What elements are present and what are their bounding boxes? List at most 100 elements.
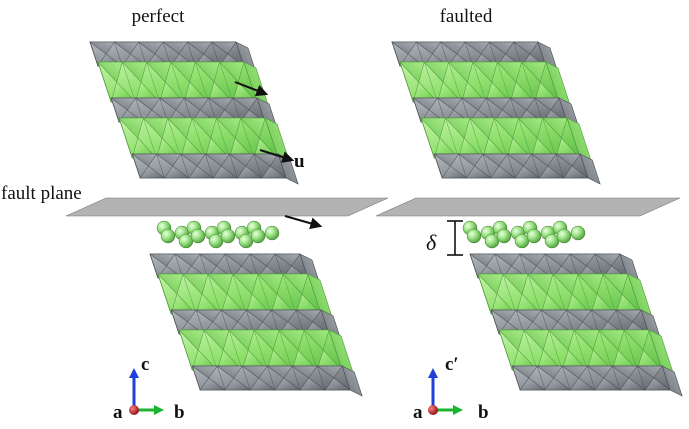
perfect-upper-layer-2-gray-facet-top [231, 97, 258, 111]
perfect-upper-layer-1-green-facet-top [218, 61, 245, 83]
faulted-upper-layer-3-green-edge [420, 117, 435, 159]
axes-left-a-dot [129, 405, 139, 415]
axis-c-label-left: c [141, 354, 149, 375]
faulted-interlayer-2-sphere [466, 228, 482, 244]
perfect-lower-layer-0-gray-facet-top [149, 253, 176, 267]
faulted-upper-layer-4-gray-edge [482, 153, 492, 179]
gap-delta-label: δ [426, 230, 437, 255]
perfect-lower-layer-4-gray-facet-bottom [224, 377, 252, 391]
faulted-interlayer-2-sphere [526, 228, 542, 244]
faulted-upper-layer-3-green-edge [542, 117, 557, 159]
perfect-upper-layer-3-green-edge [216, 117, 230, 159]
perfect-upper-layer-4-gray-facet-bottom [212, 165, 239, 179]
perfect-upper-layer-4-gray-facet-top [155, 153, 182, 167]
faulted-lower-layer-4-gray-facet-top [561, 365, 588, 379]
perfect-upper-layer-4-gray-edge [229, 153, 238, 179]
faulted-upper-layer-3-green-edge [469, 117, 484, 159]
perfect-lower-layer-4-gray-facet-bottom [199, 377, 227, 391]
displacement-arrow [284, 215, 323, 230]
axes-right-b-head [453, 405, 463, 415]
faulted-lower-layer-1-green-facet-top [552, 273, 579, 295]
perfect-lower-layer-0-gray-facet-top [174, 253, 201, 267]
perfect-lower-layer-4-gray-edge [191, 365, 201, 391]
faulted-lower-layer-1-green-facet-top [602, 273, 629, 295]
faulted-lower-layer-4-gray-facet-top [636, 365, 663, 379]
perfect-lower-layer-0-gray-edge [149, 253, 159, 279]
perfect-lower-layer-0-gray-facet-top [249, 253, 276, 267]
perfect-upper-layer-3-green-facet-top [142, 117, 169, 139]
perfect-upper-layer-2-gray-facet-top [207, 97, 234, 111]
faulted-upper-layer-1-green-edge [496, 61, 511, 103]
faulted-upper-layer-1-green-facet-top [399, 61, 425, 83]
faulted-upper-layer-3-green-facet-top [420, 117, 446, 139]
perfect-upper-layer-4-gray-facet-bottom [163, 165, 190, 179]
faulted-upper-layer-1-green-facet-top [496, 61, 522, 83]
perfect-lower-layer-3-green-facet-top [278, 329, 305, 351]
perfect-upper-layer-0-gray-facet-top [89, 41, 115, 55]
axes-left-b-head [154, 405, 164, 415]
faulted-upper-layer-1-green-facet-top [472, 61, 498, 83]
perfect-lower-layer-2-gray-facet-top [295, 309, 322, 323]
perfect-lower-layer-1-green-facet-top [207, 273, 234, 295]
faulted-upper-layer-0-gray-facet-top [488, 41, 515, 55]
faulted-upper-layer-2-gray-facet-top [436, 97, 463, 111]
perfect-upper-layer-0-gray-facet-top [210, 41, 237, 55]
faulted-upper-layer-4-gray-facet-top [555, 153, 581, 167]
faulted-upper-layer-1-green-edge [472, 61, 487, 103]
axes-right-a-dot [428, 405, 438, 415]
faulted-lower-layer-4-gray [511, 365, 683, 397]
faulted-upper-layer-2-gray-facet-top [412, 97, 439, 111]
perfect-upper-layer-4-gray-facet-bottom [188, 165, 215, 179]
perfect-lower-layer-4-gray-facet-top [316, 365, 343, 379]
perfect-upper-layer-3-green-facet-top [167, 117, 193, 139]
faulted-upper-layer-1-green-edge [448, 61, 463, 103]
faulted-upper-layer-1-green [399, 61, 572, 109]
faulted-lower-layer-4-gray-edge [611, 365, 621, 391]
faulted-upper-layer-4-gray-edge [555, 153, 565, 179]
perfect-upper-layer-1-green-facet-top [145, 61, 172, 83]
perfect-upper-layer-4-gray-facet-top [253, 153, 279, 167]
faulted-lower-layer-1-green-edge [602, 273, 617, 315]
faulted-upper-layer-3-green [420, 117, 593, 165]
perfect-upper-layer-2-gray-facet-top [134, 97, 161, 111]
perfect-upper-layer-3-green-facet-top [240, 117, 266, 139]
faulted-upper-layer-0-gray-edge [391, 41, 401, 67]
faulted-lower-layer-4-gray-edge [536, 365, 546, 391]
faulted-upper-layer-4-gray-facet-bottom [490, 165, 517, 179]
faulted-upper-layer-3-green-edge [493, 117, 508, 159]
faulted-upper-layer-1-green-facet-top [423, 61, 449, 83]
title-faulted: faulted [440, 6, 493, 27]
faulted-upper-layer-1-green-edge [423, 61, 438, 103]
perfect-upper-layer-2-gray-facet-top [158, 97, 185, 111]
faulted-upper-layer-4-gray-facet-top [433, 153, 460, 167]
perfect-upper-layer-2-gray-facet-top [110, 97, 137, 111]
faulted-upper-layer-0-gray-facet-top [415, 41, 442, 55]
faulted-lower-layer-1-green-facet-top [502, 273, 529, 295]
perfect-lower-layer-3-green-facet-top [303, 329, 330, 351]
perfect-lower-layer-1-green-facet-top [157, 273, 184, 295]
perfect-lower-layer-4-gray-facet-top [266, 365, 293, 379]
faulted-upper-layer-4-gray-edge [433, 153, 443, 179]
perfect-lower-layer-1-green-edge [282, 273, 297, 315]
faulted-lower-layer-3-green-edge [573, 329, 588, 371]
perfect-interlayer-2-sphere [250, 228, 266, 244]
perfect-lower-layer-4-gray-facet-top [291, 365, 318, 379]
faulted-upper-layer-2-gray-facet-top [460, 97, 487, 111]
perfect-lower-layer-1-green-facet-top [232, 273, 259, 295]
faulted-upper-layer-3-green-facet-top [517, 117, 544, 139]
faulted-upper-layer-4-gray [433, 153, 601, 185]
faulted-lower-layer-3-green [498, 329, 675, 377]
perfect-lower-layer-1-green-edge [207, 273, 222, 315]
perfect-lower-layer-4-gray-facet-bottom [249, 377, 277, 391]
perfect-lower-layer-4-gray-edge [266, 365, 276, 391]
faulted-upper-layer-0-gray-facet-top [439, 41, 466, 55]
perfect-upper-layer-1-green-facet-top [194, 61, 220, 83]
perfect-lower-layer-1-green-edge [232, 273, 247, 315]
perfect-lower-layer-2-gray-facet-top [245, 309, 272, 323]
faulted-lower-layer-3-green-edge [523, 329, 538, 371]
faulted-upper-layer-0-gray-facet-top [512, 41, 539, 55]
faulted-lower-layer-1-green-edge [577, 273, 592, 315]
perfect-lower-layer-1-green-edge [257, 273, 272, 315]
displacement-arrow [259, 149, 295, 163]
